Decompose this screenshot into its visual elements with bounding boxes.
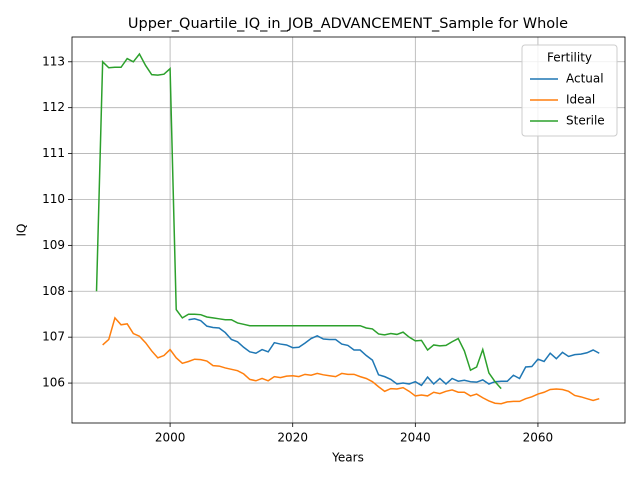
line-series — [188, 318, 600, 387]
x-tick-label: 2020 — [277, 431, 308, 445]
y-tick-label: 106 — [42, 376, 65, 390]
x-axis-label: Years — [331, 451, 364, 465]
y-tick-label: 113 — [42, 54, 65, 68]
legend-label: Ideal — [566, 93, 595, 107]
chart-title: Upper_Quartile_IQ_in_JOB_ADVANCEMENT_Sam… — [128, 16, 568, 32]
y-tick-label: 111 — [42, 146, 65, 160]
legend-label: Sterile — [566, 114, 605, 128]
line-series — [102, 316, 600, 405]
x-tick-label: 2040 — [400, 431, 431, 445]
y-tick-label: 110 — [42, 192, 65, 206]
y-tick-label: 109 — [42, 238, 65, 252]
legend-label: Actual — [566, 72, 604, 86]
x-tick-label: 2060 — [523, 431, 554, 445]
line-series — [95, 52, 502, 390]
y-axis-label: IQ — [15, 224, 29, 237]
legend-box — [521, 44, 618, 137]
y-tick-label: 107 — [42, 330, 65, 344]
plot-frame — [71, 36, 626, 424]
y-tick-label: 108 — [42, 284, 65, 298]
y-tick-label: 112 — [42, 100, 65, 114]
x-tick-label: 2000 — [155, 431, 186, 445]
legend-title: Fertility — [547, 51, 592, 65]
